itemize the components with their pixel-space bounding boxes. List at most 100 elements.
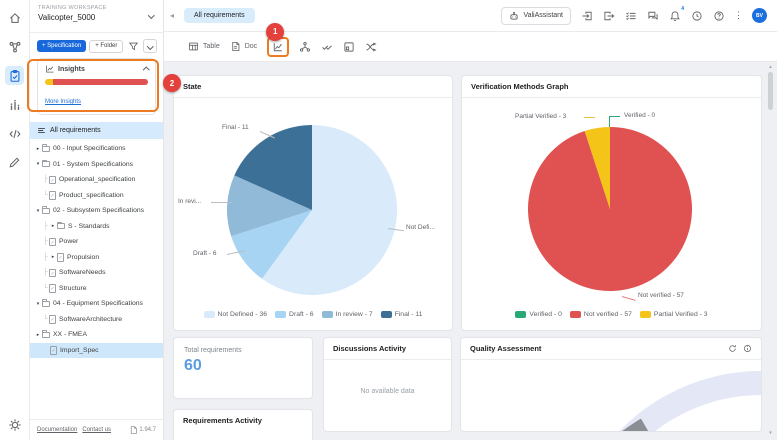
pie-slice-in-review[interactable] (227, 175, 312, 237)
discussions-activity-title: Discussions Activity (324, 338, 451, 360)
annotation-step-1-circle: 1 (266, 22, 285, 41)
scrollbar-thumb[interactable] (768, 72, 773, 110)
pie-slice-draft[interactable] (231, 210, 312, 279)
comments-icon[interactable] (646, 9, 659, 22)
add-folder-button[interactable]: + Folder (89, 39, 124, 53)
tree-item-softwareneeds[interactable]: ├ SoftwareNeeds (30, 265, 163, 281)
folder-icon (42, 206, 50, 214)
tree-item-product-specification[interactable]: └ Product_specification (30, 188, 163, 204)
view-insights-chart-button[interactable] (272, 41, 284, 53)
history-clock-icon[interactable] (690, 9, 703, 22)
import-icon[interactable] (580, 9, 593, 22)
collapse-panel-icon[interactable]: ◂ (170, 11, 175, 20)
compare-shuffle-button[interactable] (365, 41, 377, 53)
double-check-icon (322, 45, 332, 50)
verify-double-check-button[interactable] (321, 41, 333, 53)
expand-down-icon[interactable]: ▾ (36, 207, 40, 214)
scroll-down-arrow[interactable]: ▾ (769, 430, 772, 436)
verification-pie-chart (528, 127, 692, 291)
task-list-icon[interactable] (624, 9, 637, 22)
legend-item-verified[interactable]: Verified - 0 (515, 311, 562, 318)
tree-item-all-requirements[interactable]: All requirements (30, 122, 163, 139)
analytics-icon[interactable] (5, 95, 24, 114)
tree-item-power[interactable]: ├ Power (30, 234, 163, 250)
board-icon (344, 41, 354, 52)
view-hierarchy-button[interactable] (299, 41, 311, 53)
code-icon[interactable] (5, 124, 24, 143)
refresh-icon[interactable] (728, 344, 737, 353)
tree-item-propulsion[interactable]: ├▸ Propulsion (30, 250, 163, 266)
legend-item-in-review[interactable]: In review - 7 (321, 311, 373, 318)
folder-icon (42, 330, 50, 338)
view-table-button[interactable]: Table (188, 41, 220, 52)
vertical-scrollbar[interactable]: ▴ ▾ (766, 64, 775, 436)
expand-right-icon[interactable]: ▸ (51, 254, 55, 261)
legend-item-not-verified[interactable]: Not verified - 57 (569, 311, 632, 318)
tree-item-import-spec[interactable]: Import_Spec (30, 342, 163, 358)
scroll-up-arrow[interactable]: ▴ (769, 64, 772, 70)
export-icon[interactable] (602, 9, 615, 22)
legend-item-not-defined[interactable]: Not Defined - 36 (203, 311, 267, 318)
legend-item-draft[interactable]: Draft - 6 (275, 311, 314, 318)
tree-item-xx-fmea[interactable]: ▸ XX - FMEA (30, 327, 163, 343)
kebab-menu-icon[interactable]: ⋮ (734, 10, 743, 20)
legend-label: Partial Verified - 3 (653, 311, 708, 318)
expand-right-icon[interactable]: ▸ (36, 331, 40, 338)
tree-item-00-input-specifications[interactable]: ▸ 00 - Input Specifications (30, 141, 163, 157)
total-requirements-title: Total requirements (184, 347, 242, 354)
tree-connector: ├ (43, 176, 48, 184)
tree-item-structure[interactable]: └ Structure (30, 281, 163, 297)
vali-assistant-button[interactable]: ValiAssistant (501, 6, 571, 25)
tree-connector: ├ (43, 238, 48, 246)
modules-icon[interactable] (5, 37, 24, 56)
tree-item-01-system-specifications[interactable]: ▾ 01 - System Specifications (30, 157, 163, 173)
collapse-insights-icon[interactable] (142, 66, 149, 74)
contact-us-link[interactable]: Contact us (82, 427, 112, 433)
callout-line-verified (609, 116, 620, 127)
notifications-bell-icon[interactable]: 4 (668, 6, 684, 22)
expand-right-icon[interactable]: ▸ (51, 223, 55, 230)
version-number: 1.94.7 (139, 427, 156, 433)
view-board-button[interactable] (343, 41, 355, 53)
expand-right-icon[interactable]: ▸ (36, 145, 40, 152)
verification-card-title: Verification Methods Graph (462, 76, 761, 98)
notification-count-badge: 4 (681, 6, 684, 12)
tree-connector: ├ (43, 253, 48, 261)
callout-verified: Verified - 0 (624, 112, 656, 119)
expand-down-icon[interactable]: ▾ (36, 300, 40, 307)
add-specification-button[interactable]: + Specification (37, 40, 87, 52)
left-panel: TRAINING WORKSPACE Valicopter_5000 + Spe… (30, 0, 164, 440)
tree-item-s-standards[interactable]: ├ ▸ S - Standards (30, 219, 163, 235)
tree-connector: ├ (43, 269, 48, 277)
pie-slice-not-defined[interactable] (262, 125, 397, 295)
home-icon[interactable] (5, 8, 24, 27)
info-icon[interactable] (743, 344, 752, 353)
tree-item-02-subsystem-specifications[interactable]: ▾ 02 - Subsystem Specifications (30, 203, 163, 219)
expand-down-icon[interactable]: ▾ (36, 161, 40, 168)
edit-icon[interactable] (5, 153, 24, 172)
insights-title: Insights (58, 65, 85, 73)
legend-item-partial-verified[interactable]: Partial Verified - 3 (639, 311, 708, 318)
legend-item-final[interactable]: Final - 11 (380, 311, 422, 318)
view-doc-button[interactable]: Doc (230, 41, 257, 52)
workspace-switcher[interactable]: TRAINING WORKSPACE Valicopter_5000 (30, 0, 163, 33)
tab-all-requirements[interactable]: All requirements (184, 8, 255, 23)
tree-item-softwarearchitecture[interactable]: └ SoftwareArchitecture (30, 312, 163, 328)
folder-icon (42, 299, 50, 307)
more-options-chevron-button[interactable] (143, 39, 158, 53)
quality-assessment-title: Quality Assessment (470, 344, 542, 353)
tree-item-label: Power (59, 238, 79, 246)
legend-label: Verified - 0 (529, 311, 562, 318)
tree-item-operational-specification[interactable]: ├ Operational_specification (30, 172, 163, 188)
documentation-link[interactable]: Documentation (37, 427, 78, 433)
filter-funnel-icon[interactable] (126, 39, 140, 53)
settings-gear-icon[interactable] (5, 415, 24, 434)
pie-slice-final[interactable] (234, 125, 312, 210)
legend-swatch (275, 311, 287, 318)
requirements-module-icon[interactable] (5, 66, 24, 85)
tree-item-04-equipment-specifications[interactable]: ▾ 04 - Equipment Specifications (30, 296, 163, 312)
help-icon[interactable] (712, 9, 725, 22)
more-insights-link[interactable]: More Insights (45, 99, 82, 105)
user-avatar[interactable]: BV (752, 8, 767, 23)
pie-slice-partial-verified[interactable] (584, 127, 610, 209)
